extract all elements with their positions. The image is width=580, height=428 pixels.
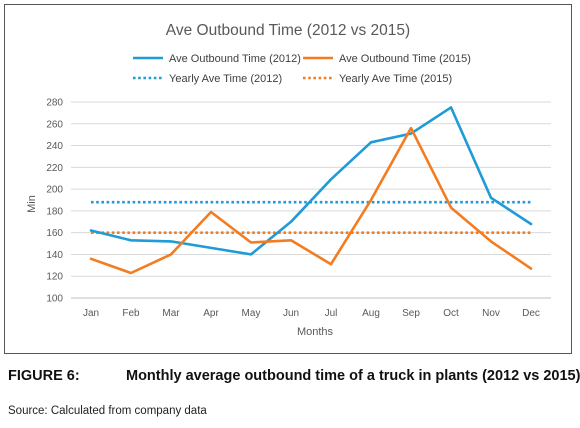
x-axis-label: Months	[297, 326, 334, 338]
x-tick-label: May	[242, 308, 261, 319]
x-axis-ticks: Jan Feb Mar Apr May Jun Jul Aug Sep Oct Nov Dec	[83, 308, 540, 319]
x-tick-label: Mar	[162, 308, 180, 319]
y-tick-label: 140	[46, 250, 63, 261]
chart-title: Ave Outbound Time (2012 vs 2015)	[166, 22, 410, 39]
figure-caption: FIGURE 6: Monthly average outbound time o…	[8, 368, 580, 384]
x-tick-label: Feb	[122, 308, 140, 319]
y-tick-label: 100	[46, 294, 63, 305]
x-tick-label: Aug	[362, 308, 380, 319]
x-tick-label: Jan	[83, 308, 99, 319]
y-axis-label: Min	[26, 195, 38, 213]
legend: Ave Outbound Time (2012) Ave Outbound Tim…	[133, 53, 471, 85]
y-tick-label: 260	[46, 119, 63, 130]
line-chart: Ave Outbound Time (2012 vs 2015) Ave Out…	[26, 22, 551, 338]
legend-label: Yearly Ave Time (2012)	[169, 73, 282, 85]
x-tick-label: Jun	[283, 308, 299, 319]
chart-frame: Ave Outbound Time (2012 vs 2015) Ave Out…	[4, 4, 572, 354]
x-tick-label: Dec	[522, 308, 540, 319]
x-tick-label: Oct	[443, 308, 459, 319]
figure-caption-label: FIGURE 6:	[8, 368, 80, 384]
y-axis-ticks: 100 120 140 160 180 200 220 240 260 280	[46, 98, 63, 305]
figure-source-note: Source: Calculated from company data	[8, 405, 207, 417]
figure-caption-text: Monthly average outbound time of a truck…	[126, 368, 580, 384]
series-line	[89, 106, 533, 256]
x-tick-label: Sep	[402, 308, 420, 319]
y-tick-label: 200	[46, 185, 63, 196]
x-tick-label: Apr	[203, 308, 219, 319]
y-tick-label: 160	[46, 228, 63, 239]
y-tick-label: 120	[46, 272, 63, 283]
series-line	[89, 126, 533, 275]
legend-label: Ave Outbound Time (2012)	[169, 53, 301, 65]
y-tick-label: 280	[46, 98, 63, 109]
legend-label: Yearly Ave Time (2015)	[339, 73, 452, 85]
y-tick-label: 220	[46, 163, 63, 174]
legend-label: Ave Outbound Time (2015)	[339, 53, 471, 65]
y-tick-label: 180	[46, 206, 63, 217]
y-tick-label: 240	[46, 141, 63, 152]
x-tick-label: Nov	[482, 308, 500, 319]
series-lines	[89, 106, 533, 275]
x-tick-label: Jul	[325, 308, 338, 319]
